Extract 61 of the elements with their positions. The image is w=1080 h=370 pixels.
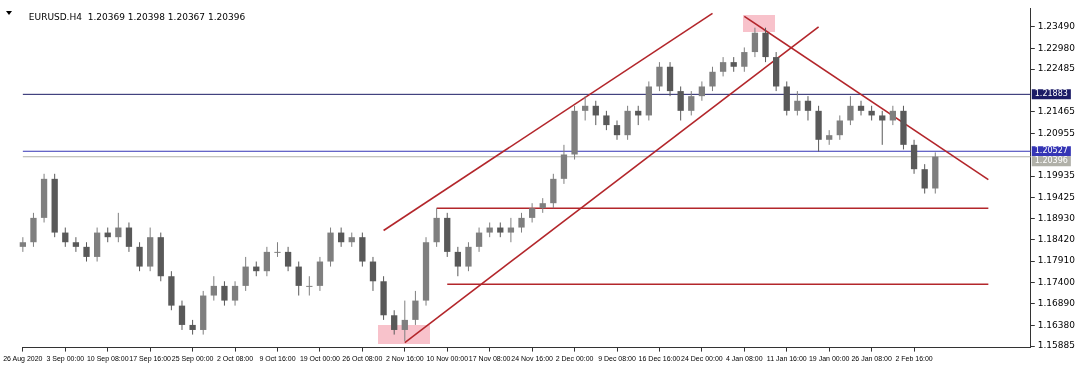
candlestick (178, 300, 186, 331)
candlestick (412, 290, 419, 326)
candlestick (83, 241, 90, 263)
candlestick (136, 241, 143, 272)
candlestick (751, 27, 759, 58)
y-tick-label: 1.18420 (1037, 234, 1076, 245)
y-tick-label: 1.19935 (1037, 170, 1075, 181)
candlestick (306, 275, 313, 297)
candlestick (465, 241, 472, 272)
candlestick (741, 46, 748, 73)
candlestick (794, 90, 801, 116)
ref-line-label: 1.20396 (1034, 156, 1068, 166)
candlestick (475, 227, 483, 253)
candlestick (847, 95, 854, 126)
candlestick (528, 202, 536, 223)
y-tick-label: 1.23490 (1037, 21, 1076, 32)
y-tick-label: 1.15885 (1037, 340, 1075, 351)
candlestick (507, 217, 515, 243)
ref-line-label: 1.20527 (1034, 146, 1068, 156)
ref-line-label: 1.21883 (1034, 89, 1068, 99)
candlestick (295, 261, 302, 297)
candlestick (518, 212, 525, 234)
y-tick-label: 1.22980 (1037, 42, 1076, 53)
candlestick (582, 95, 589, 121)
y-tick-label: 1.17400 (1037, 276, 1076, 287)
candlestick (401, 300, 408, 342)
candlestick (391, 309, 398, 336)
candlestick (125, 222, 133, 253)
candlestick (804, 95, 812, 121)
candlestick (677, 85, 684, 121)
candlestick (210, 275, 217, 302)
candlestick (242, 256, 249, 292)
candlestick (19, 236, 26, 253)
y-tick-label: 1.21465 (1037, 106, 1075, 117)
y-tick-label: 1.16380 (1037, 319, 1076, 330)
candlestick (263, 246, 271, 277)
candlestick (369, 256, 377, 292)
y-tick-label: 1.22485 (1037, 63, 1075, 74)
candlestick (836, 114, 843, 141)
y-tick-label: 1.16890 (1037, 298, 1076, 309)
candlestick (613, 119, 621, 141)
candlestick (274, 241, 281, 258)
y-tick-label: 1.18930 (1037, 212, 1076, 223)
candlestick (698, 80, 706, 102)
candlestick (656, 61, 663, 92)
candlestick (857, 100, 865, 116)
candlestick (284, 246, 292, 272)
y-tick-label: 1.17910 (1037, 255, 1076, 266)
candlestick (603, 110, 610, 131)
candlestick (709, 66, 716, 92)
y-tick-label: 1.19425 (1037, 191, 1075, 202)
candlestick (688, 90, 695, 116)
candlestick (454, 246, 461, 277)
candlestick (921, 163, 928, 195)
y-tick-label: 1.20955 (1037, 127, 1075, 138)
chart-title: EURUSD.H4 1.20369 1.20398 1.20367 1.20396 (28, 11, 246, 22)
candlestick (221, 280, 228, 307)
candlestick (879, 110, 886, 146)
candlestick (719, 56, 727, 77)
candlestick (231, 280, 239, 307)
candlestick (72, 236, 80, 253)
